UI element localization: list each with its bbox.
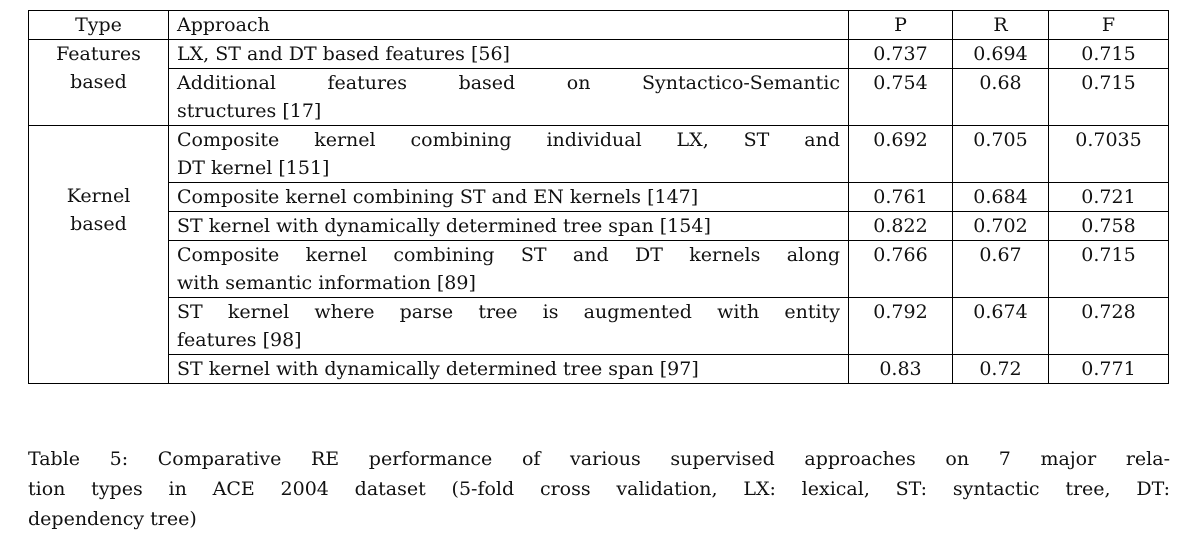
precision-cell: 0.737 (848, 39, 953, 69)
approach-cell: ST kernel with dynamically determined tr… (168, 354, 849, 384)
table-caption: Table 5: Comparative RE performance of v… (28, 444, 1170, 534)
results-table: Type Approach P R F Features based LX, ST … (28, 10, 1169, 384)
recall-cell: 0.684 (952, 182, 1049, 212)
approach-line: ST kernel with dynamically determined tr… (177, 215, 711, 237)
table-header-row: Type Approach P R F (28, 10, 1169, 40)
f-score-cell: 0.758 (1048, 211, 1169, 241)
recall-cell: 0.705 (952, 125, 1049, 183)
approach-line: Additional features based on Syntactico-… (177, 72, 840, 94)
approach-line: with semantic information [89] (177, 272, 476, 294)
approach-cell: Additional features based on Syntactico-… (168, 68, 849, 126)
table-body: Features based LX, ST and DT based feature… (28, 39, 1169, 384)
header-type: Type (28, 10, 169, 40)
precision-cell: 0.754 (848, 68, 953, 126)
approach-line: LX, ST and DT based features [56] (177, 43, 510, 65)
f-score-cell: 0.728 (1048, 297, 1169, 355)
approach-line: DT kernel [151] (177, 157, 330, 179)
recall-cell: 0.702 (952, 211, 1049, 241)
approach-cell: Composite kernel combining individual LX… (168, 125, 849, 183)
recall-cell: 0.674 (952, 297, 1049, 355)
f-score-cell: 0.771 (1048, 354, 1169, 384)
precision-cell: 0.766 (848, 240, 953, 298)
recall-cell: 0.72 (952, 354, 1049, 384)
header-precision: P (848, 10, 953, 40)
f-score-cell: 0.721 (1048, 182, 1169, 212)
type-cell: Kernel based (28, 125, 169, 384)
precision-cell: 0.761 (848, 182, 953, 212)
f-score-cell: 0.7035 (1048, 125, 1169, 183)
table-row: Composite kernel combining ST and DT ker… (29, 240, 1169, 298)
f-score-cell: 0.715 (1048, 39, 1169, 69)
caption-line: Table 5: Comparative RE performance of v… (28, 448, 1170, 470)
caption-line: dependency tree) (28, 508, 197, 530)
approach-line: features [98] (177, 329, 302, 351)
approach-cell: Composite kernel combining ST and EN ker… (168, 182, 849, 212)
recall-cell: 0.694 (952, 39, 1049, 69)
type-label-line: Kernel (66, 185, 131, 207)
header-recall: R (952, 10, 1049, 40)
table-row: Composite kernel combining ST and EN ker… (29, 182, 1169, 212)
header-f-score: F (1048, 10, 1169, 40)
type-label-line: based (70, 71, 127, 93)
header-approach: Approach (168, 10, 849, 40)
approach-line: structures [17] (177, 100, 322, 122)
approach-line: Composite kernel combining ST and DT ker… (177, 244, 840, 266)
approach-cell: ST kernel with dynamically determined tr… (168, 211, 849, 241)
precision-cell: 0.692 (848, 125, 953, 183)
approach-cell: LX, ST and DT based features [56] (168, 39, 849, 69)
type-label-line: based (70, 213, 127, 235)
recall-cell: 0.67 (952, 240, 1049, 298)
table-row: ST kernel with dynamically determined tr… (29, 354, 1169, 384)
caption-line: tion types in ACE 2004 dataset (5-fold c… (28, 478, 1170, 500)
approach-line: Composite kernel combining ST and EN ker… (177, 186, 699, 208)
precision-cell: 0.792 (848, 297, 953, 355)
type-label: Kernel based (37, 126, 160, 238)
table-row: ST kernel with dynamically determined tr… (29, 211, 1169, 241)
f-score-cell: 0.715 (1048, 240, 1169, 298)
table-row: ST kernel where parse tree is augmented … (29, 297, 1169, 355)
precision-cell: 0.822 (848, 211, 953, 241)
type-cell: Features based (28, 39, 169, 126)
approach-cell: Composite kernel combining ST and DT ker… (168, 240, 849, 298)
approach-line: Composite kernel combining individual LX… (177, 129, 840, 151)
type-label: Features based (37, 40, 160, 96)
f-score-cell: 0.715 (1048, 68, 1169, 126)
type-label-line: Features (56, 43, 141, 65)
table-row: Kernel based Composite kernel combining in… (28, 125, 1169, 384)
precision-cell: 0.83 (848, 354, 953, 384)
approach-line: ST kernel where parse tree is augmented … (177, 301, 840, 323)
approach-cell: ST kernel where parse tree is augmented … (168, 297, 849, 355)
table-row: Features based LX, ST and DT based feature… (28, 39, 1169, 126)
recall-cell: 0.68 (952, 68, 1049, 126)
table-row: Additional features based on Syntactico-… (29, 68, 1169, 126)
approach-line: ST kernel with dynamically determined tr… (177, 358, 699, 380)
